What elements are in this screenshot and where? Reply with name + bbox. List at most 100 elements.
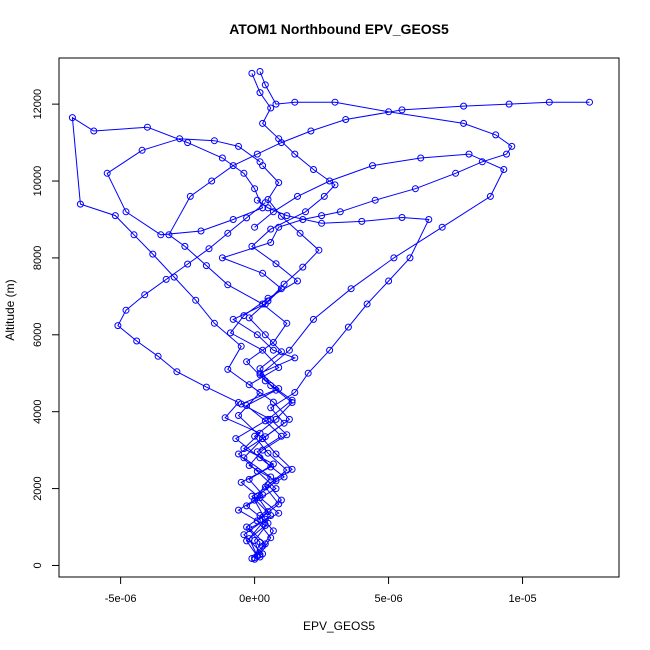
data-point [344, 323, 352, 331]
data-point [261, 433, 269, 441]
data-point [307, 127, 315, 135]
data-point [261, 522, 269, 529]
data-point [103, 169, 111, 177]
data-point [253, 331, 261, 339]
data-point [275, 509, 283, 517]
data-point [417, 154, 425, 162]
data-point [302, 208, 309, 216]
data-point [210, 319, 218, 327]
data-point [267, 404, 275, 412]
data-point [208, 177, 216, 185]
data-point [248, 69, 256, 77]
series-7 [114, 199, 277, 560]
series-line [117, 202, 275, 557]
data-point [232, 435, 240, 443]
data-point [336, 208, 344, 216]
data-point [275, 364, 283, 371]
data-point [259, 269, 267, 277]
data-point [277, 212, 285, 220]
data-point [264, 196, 272, 203]
data-point [267, 473, 275, 481]
data-point [114, 322, 122, 330]
data-point [315, 246, 323, 254]
data-point [243, 214, 251, 222]
data-point [256, 68, 264, 75]
y-axis-label: Altitude (m) [3, 279, 17, 340]
data-point [76, 200, 84, 208]
data-point [283, 466, 291, 474]
data-point [358, 217, 366, 225]
data-point [259, 491, 267, 499]
data-point [272, 485, 280, 493]
data-point [245, 381, 253, 389]
series-line [248, 165, 320, 555]
data-point [165, 231, 173, 239]
data-point [363, 300, 371, 308]
data-point [202, 383, 210, 391]
data-point [385, 277, 393, 285]
data-point [272, 100, 280, 108]
data-point [162, 275, 170, 283]
series-8 [245, 162, 323, 559]
data-point [460, 119, 468, 127]
data-point [243, 358, 251, 366]
data-point [237, 342, 245, 350]
data-point [251, 223, 259, 231]
data-point [248, 492, 256, 500]
chart-title: ATOM1 Northbound EPV_GEOS5 [229, 21, 449, 37]
data-point [259, 162, 267, 170]
data-point [425, 216, 433, 223]
data-point [460, 102, 468, 110]
data-point [264, 204, 272, 212]
data-point [288, 465, 296, 473]
data-point [508, 142, 516, 150]
data-point [269, 527, 277, 535]
data-point [261, 81, 269, 89]
series-line [71, 116, 272, 557]
data-point [267, 104, 275, 112]
data-point [272, 450, 280, 458]
data-point [411, 185, 419, 193]
data-point [261, 483, 269, 491]
data-point [452, 169, 460, 177]
data-point [221, 414, 229, 422]
data-point [154, 352, 162, 360]
data-point [235, 506, 242, 514]
data-point [227, 329, 234, 337]
data-point [331, 98, 339, 106]
data-point [240, 445, 248, 453]
x-tick-label: 0e+00 [239, 593, 270, 605]
data-point [272, 260, 280, 268]
data-point [205, 245, 213, 253]
data-point [181, 242, 189, 250]
data-point [291, 354, 299, 362]
data-point [310, 315, 317, 323]
data-point [122, 306, 130, 314]
data-point [256, 89, 264, 97]
data-point [269, 346, 277, 354]
data-point [267, 239, 275, 246]
data-point [253, 448, 261, 456]
y-tick-label: 10000 [32, 166, 44, 197]
data-point [259, 119, 267, 127]
data-point [486, 192, 494, 200]
data-point [500, 166, 508, 173]
data-point [283, 319, 291, 327]
data-point [130, 231, 138, 239]
data-point [438, 223, 446, 231]
data-point [277, 348, 285, 356]
series-line [240, 153, 505, 560]
data-point [261, 331, 269, 339]
data-point [141, 291, 149, 299]
data-point [291, 389, 299, 396]
data-point [243, 402, 251, 409]
data-point [277, 139, 285, 147]
data-point [229, 315, 237, 323]
data-point [253, 517, 261, 525]
data-point [138, 146, 146, 154]
data-point [275, 223, 283, 231]
data-point [251, 432, 259, 440]
data-point [90, 127, 98, 135]
data-point [369, 162, 376, 170]
